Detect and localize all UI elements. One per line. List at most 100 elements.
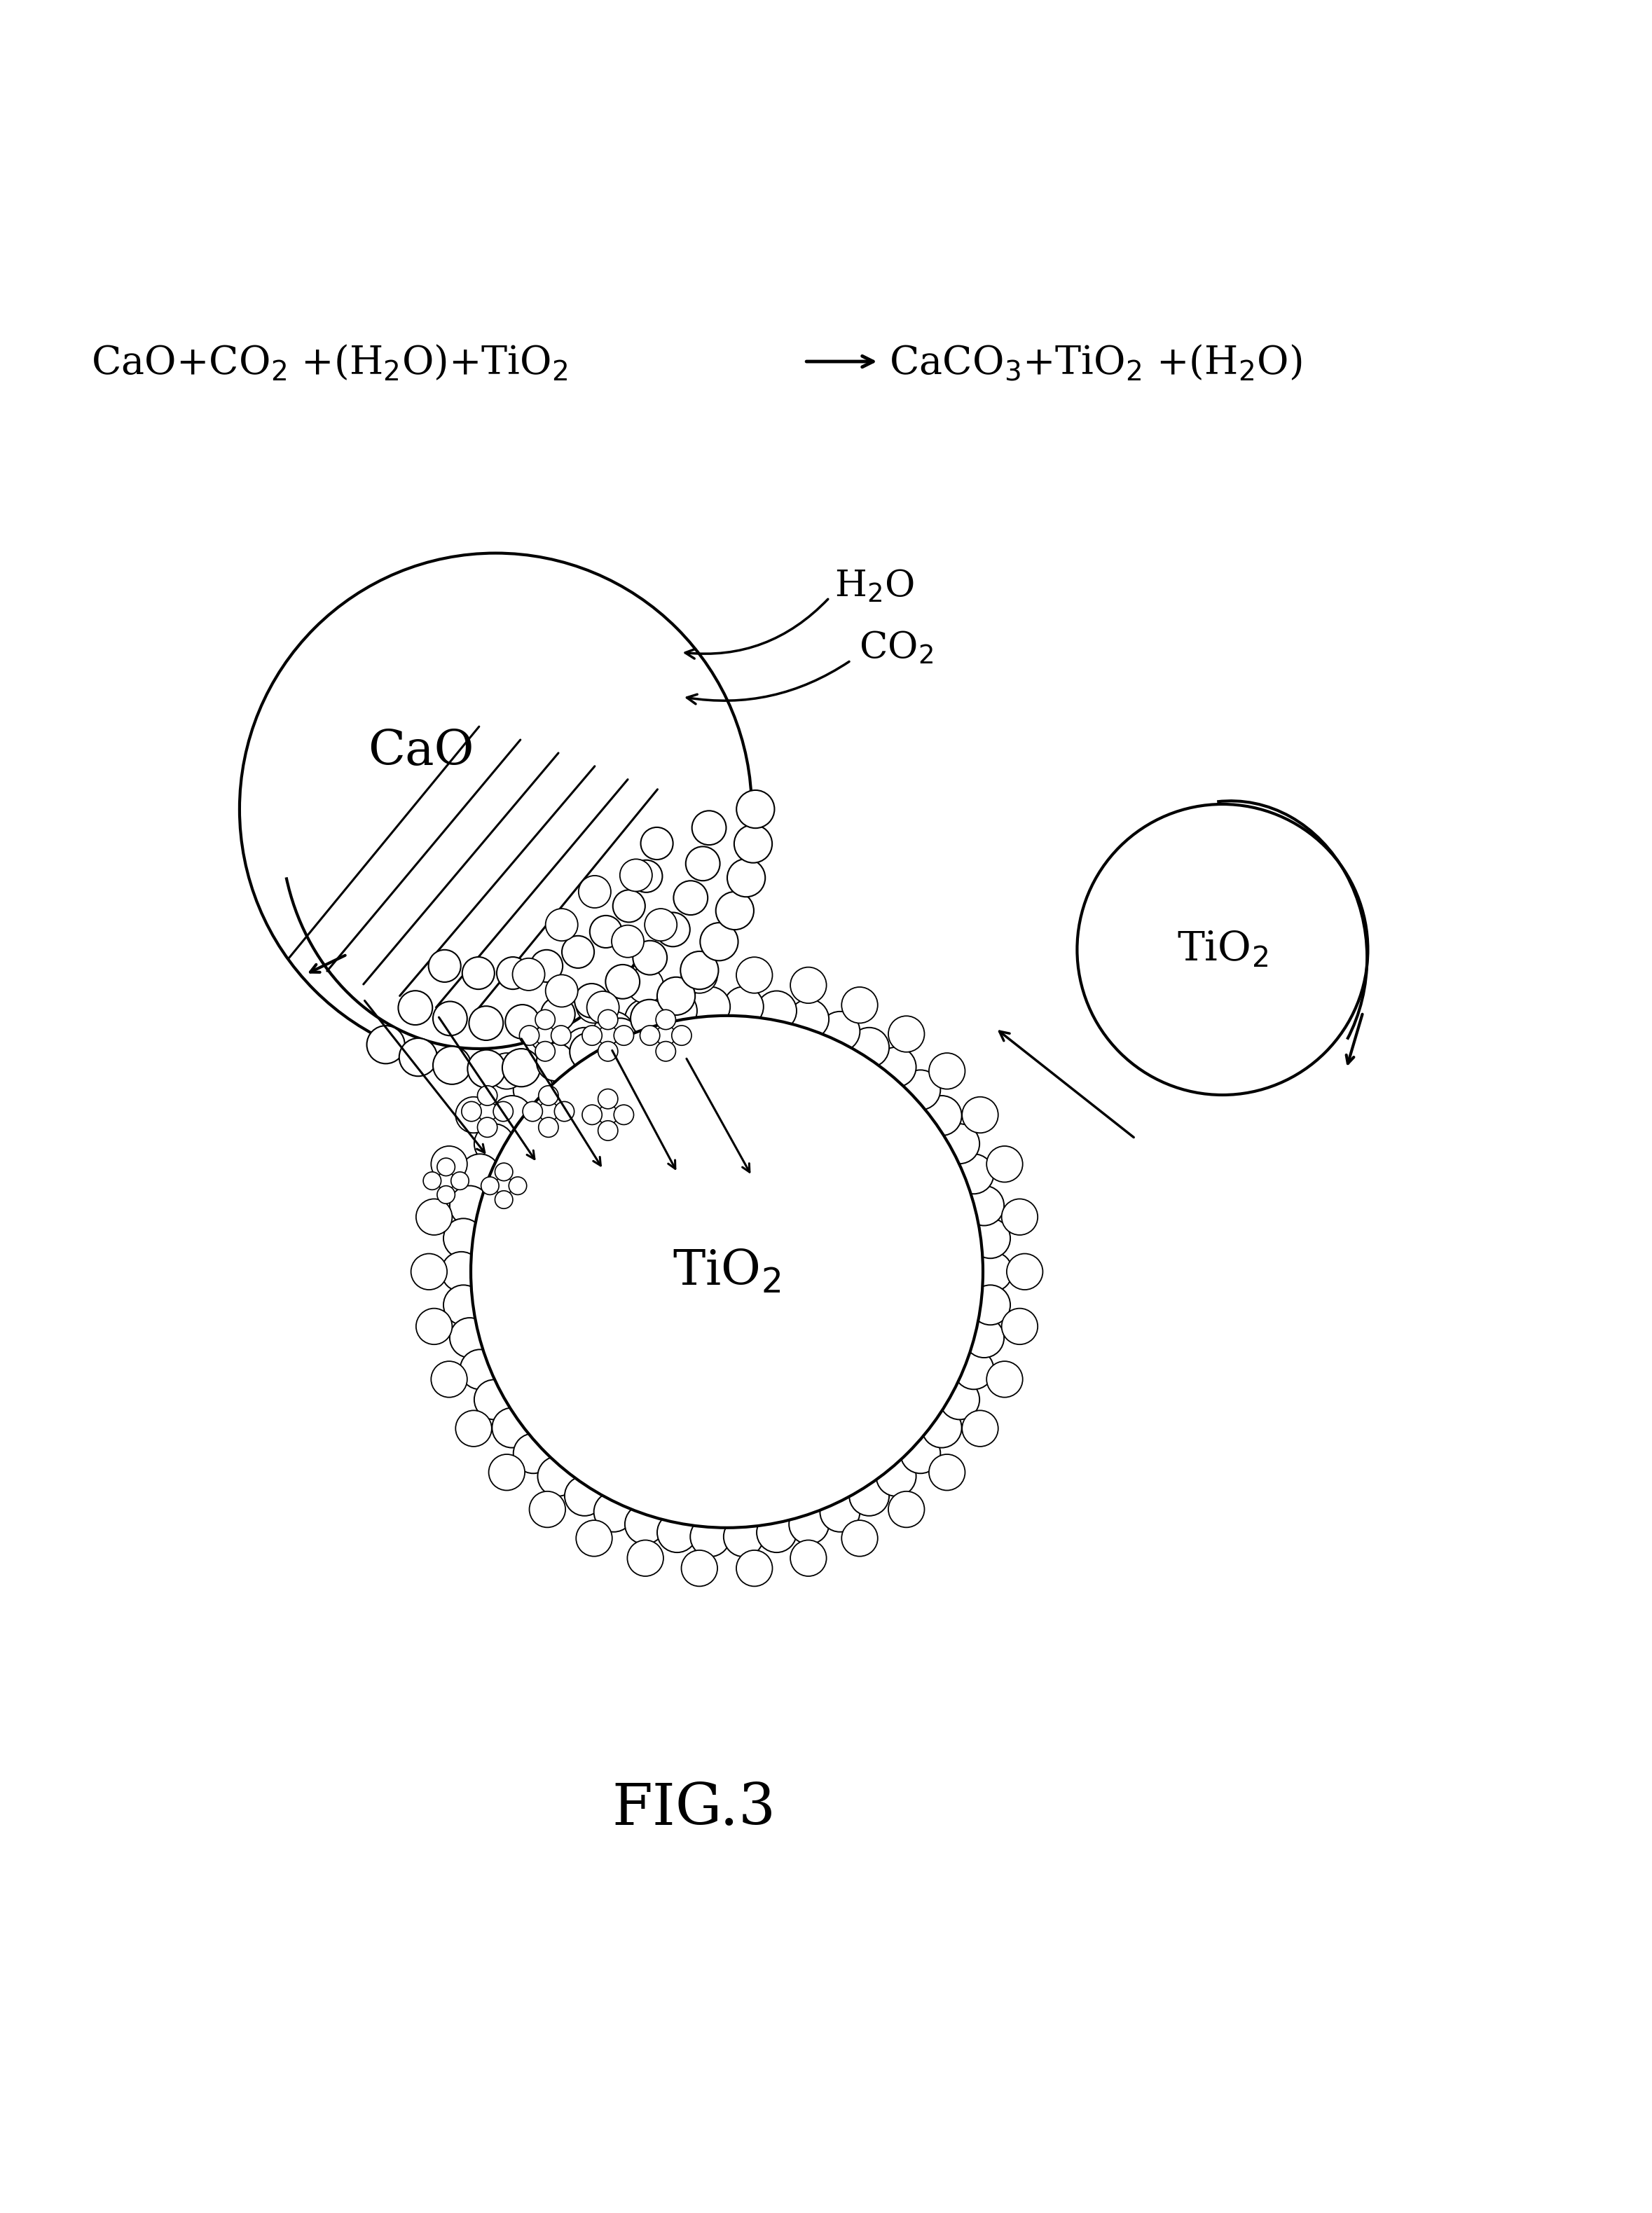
Circle shape [593, 1492, 634, 1531]
Circle shape [502, 1049, 540, 1087]
Circle shape [529, 1016, 565, 1051]
Circle shape [986, 1361, 1023, 1396]
Circle shape [841, 987, 877, 1022]
Circle shape [922, 1095, 961, 1135]
Circle shape [790, 967, 826, 1002]
Circle shape [624, 1000, 664, 1040]
Circle shape [423, 1173, 441, 1191]
Circle shape [398, 991, 433, 1025]
Circle shape [700, 923, 738, 960]
Circle shape [737, 1549, 773, 1587]
Circle shape [940, 1124, 980, 1164]
Circle shape [940, 1379, 980, 1419]
Circle shape [889, 1492, 925, 1527]
Circle shape [1001, 1199, 1037, 1235]
Circle shape [492, 1407, 532, 1447]
Circle shape [657, 978, 695, 1016]
Circle shape [519, 1025, 539, 1045]
Circle shape [474, 1124, 514, 1164]
Circle shape [489, 1053, 525, 1089]
Circle shape [629, 861, 662, 892]
Circle shape [537, 1456, 578, 1496]
Circle shape [928, 1053, 965, 1089]
Text: H$_2$O: H$_2$O [834, 569, 914, 604]
Circle shape [539, 1118, 558, 1137]
Circle shape [468, 1049, 506, 1089]
Circle shape [656, 1042, 676, 1062]
Circle shape [477, 1087, 497, 1106]
Circle shape [657, 1511, 697, 1554]
Circle shape [565, 1027, 605, 1067]
Circle shape [489, 1454, 525, 1489]
Circle shape [512, 958, 545, 991]
Circle shape [641, 828, 672, 859]
Circle shape [438, 1186, 454, 1204]
Circle shape [790, 1540, 826, 1576]
Circle shape [522, 1102, 542, 1122]
Circle shape [492, 1095, 532, 1135]
Circle shape [433, 1002, 468, 1036]
Circle shape [900, 1069, 940, 1111]
Circle shape [598, 1089, 618, 1109]
Circle shape [601, 1018, 639, 1056]
Circle shape [494, 1102, 514, 1122]
Circle shape [819, 1011, 861, 1051]
Circle shape [552, 1025, 572, 1045]
Circle shape [582, 1104, 601, 1124]
Circle shape [961, 1410, 998, 1447]
Circle shape [449, 1317, 489, 1357]
Circle shape [578, 876, 611, 907]
Circle shape [540, 998, 575, 1031]
Circle shape [539, 1102, 558, 1122]
Circle shape [849, 1476, 889, 1516]
Circle shape [506, 1005, 540, 1038]
Circle shape [469, 1007, 504, 1040]
Circle shape [889, 1016, 925, 1051]
Circle shape [575, 983, 608, 1018]
Circle shape [628, 1540, 664, 1576]
Circle shape [497, 956, 529, 989]
Circle shape [841, 1520, 877, 1556]
Circle shape [441, 1253, 481, 1292]
Circle shape [456, 1098, 492, 1133]
Circle shape [656, 1009, 676, 1029]
Circle shape [970, 1286, 1011, 1326]
Circle shape [733, 825, 771, 863]
Circle shape [537, 1047, 578, 1087]
Circle shape [593, 1011, 634, 1051]
Text: CaO+CO$_2$ +(H$_2$O)+TiO$_2$: CaO+CO$_2$ +(H$_2$O)+TiO$_2$ [91, 343, 568, 383]
Circle shape [545, 974, 578, 1007]
Circle shape [849, 1027, 889, 1067]
Circle shape [433, 1047, 471, 1084]
Circle shape [240, 553, 752, 1064]
Circle shape [443, 1286, 484, 1326]
Text: TiO$_2$: TiO$_2$ [672, 1248, 781, 1295]
Circle shape [545, 910, 578, 941]
Circle shape [615, 1025, 634, 1045]
Circle shape [628, 967, 664, 1002]
Circle shape [496, 1191, 512, 1208]
Circle shape [535, 1009, 555, 1029]
Circle shape [965, 1317, 1004, 1357]
Circle shape [590, 916, 623, 947]
Circle shape [451, 1173, 469, 1191]
Circle shape [724, 987, 763, 1027]
Circle shape [819, 1492, 861, 1531]
Circle shape [961, 1098, 998, 1133]
Circle shape [965, 1186, 1004, 1226]
Circle shape [692, 810, 727, 845]
Circle shape [535, 1025, 555, 1045]
Circle shape [1001, 1308, 1037, 1346]
Circle shape [477, 1102, 497, 1122]
Text: FIG.3: FIG.3 [611, 1781, 776, 1837]
Circle shape [686, 848, 720, 881]
Circle shape [496, 1177, 512, 1195]
Circle shape [681, 952, 719, 989]
Circle shape [790, 1505, 829, 1545]
Circle shape [582, 1025, 601, 1045]
Circle shape [459, 1153, 501, 1193]
Circle shape [1077, 803, 1368, 1095]
Circle shape [611, 925, 644, 958]
Circle shape [656, 1025, 676, 1045]
Circle shape [539, 1087, 558, 1106]
